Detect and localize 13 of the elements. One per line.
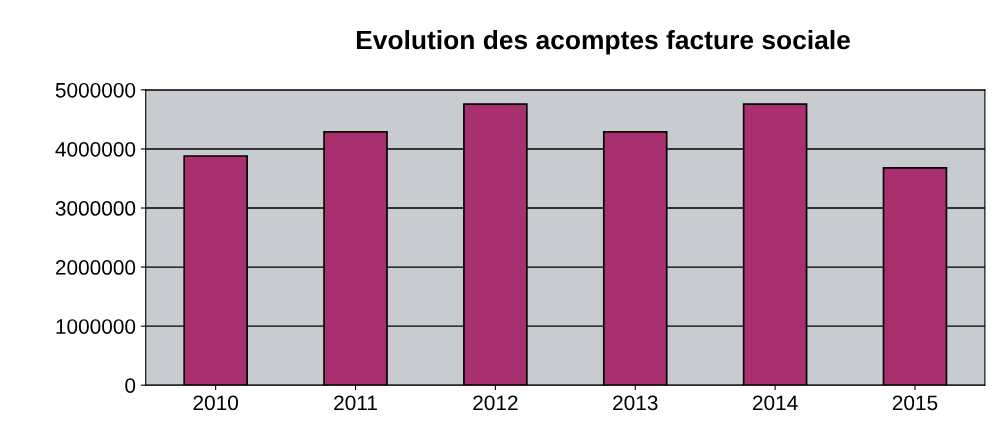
x-tick-label: 2013 <box>613 395 658 411</box>
y-tick-label: 1000000 <box>56 319 136 334</box>
y-tick-label: 3000000 <box>55 201 136 216</box>
x-tick-label: 2010 <box>193 395 239 411</box>
x-tick-label: 2012 <box>473 395 518 411</box>
x-tick-label: 2014 <box>752 395 798 411</box>
y-tick-label: 0 <box>125 378 136 393</box>
y-tick-label: 5000000 <box>55 82 136 98</box>
chart-title: Evolution des acomptes facture sociale <box>356 29 850 55</box>
x-tick-label: 2015 <box>892 395 938 411</box>
y-tick-label: 4000000 <box>55 141 136 157</box>
y-tick-label: 2000000 <box>55 260 136 275</box>
x-tick-label: 2011 <box>334 395 377 411</box>
